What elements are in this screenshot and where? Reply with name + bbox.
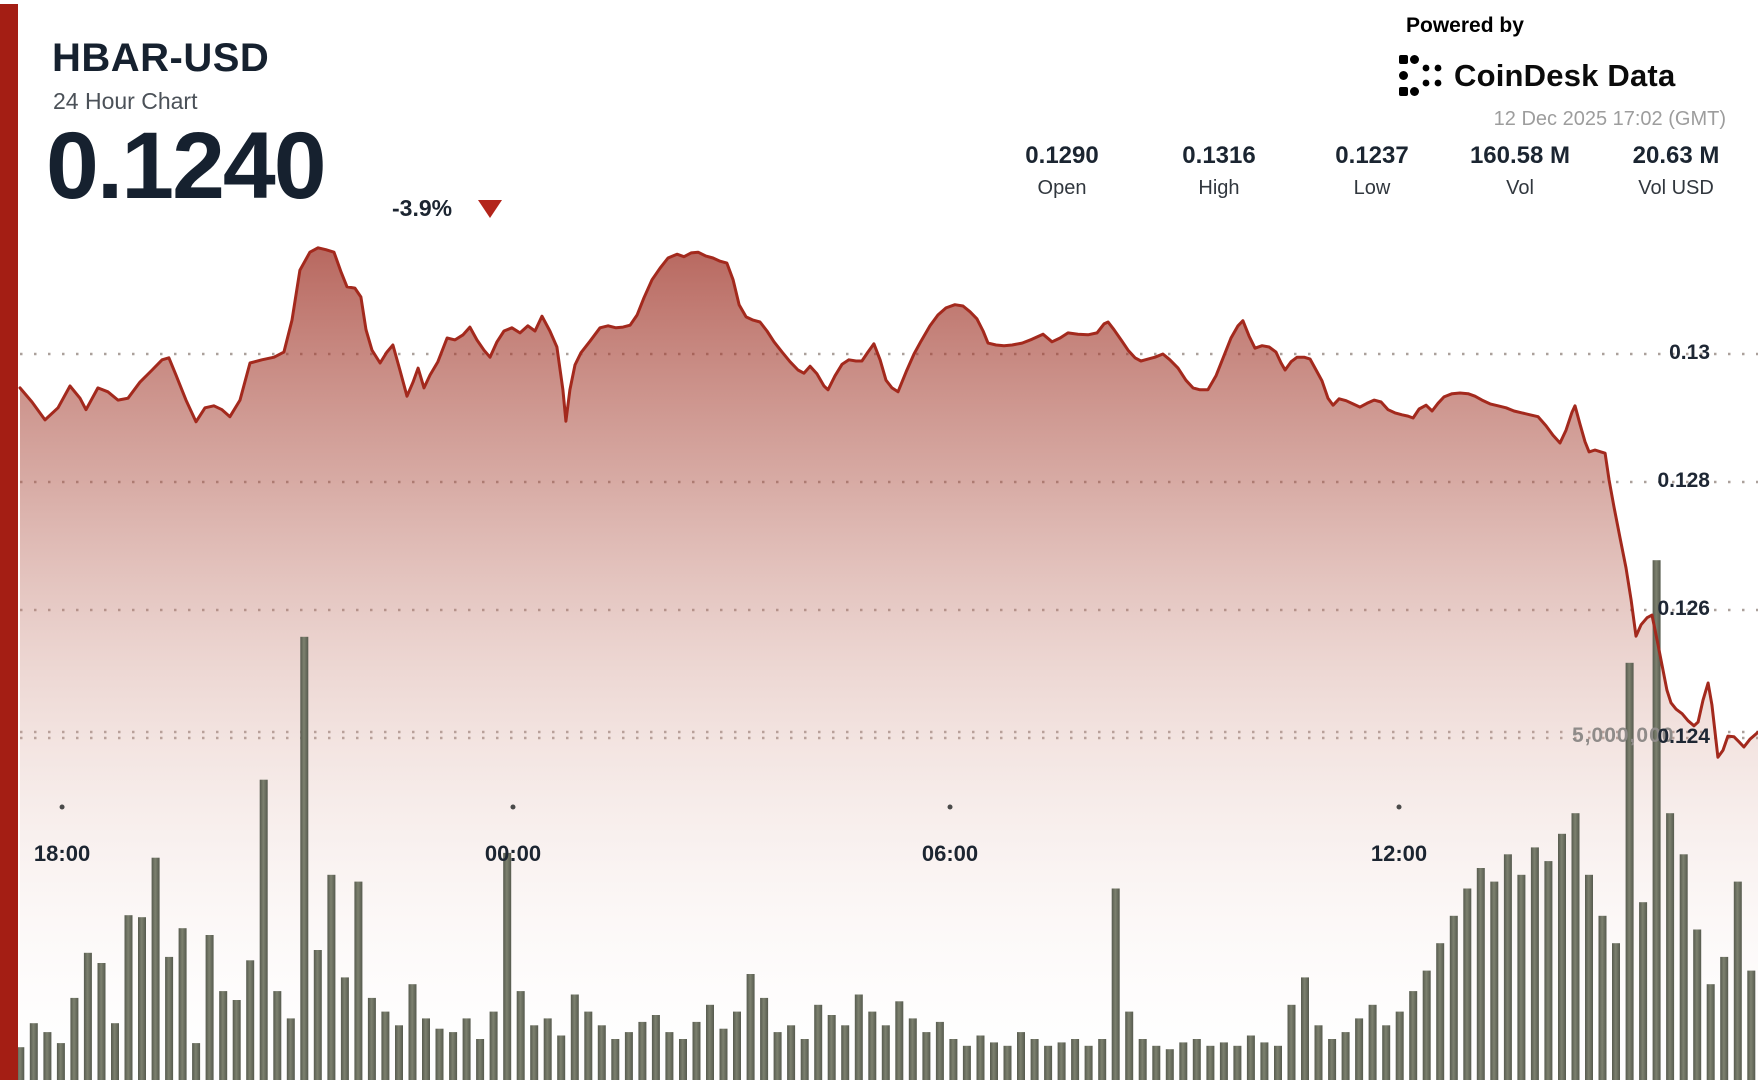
stat-high: 0.1316 High [1134,142,1304,200]
y-axis-label-2: 0.126 [1657,597,1710,620]
y-axis-label-0: 0.13 [1669,341,1710,364]
stat-low-value: 0.1237 [1335,142,1409,169]
stat-high-value: 0.1316 [1182,142,1256,169]
chart-timestamp: 12 Dec 2025 17:02 (GMT) [1493,108,1726,130]
stat-vol-label: Vol [1506,177,1534,199]
stat-open-value: 0.1290 [1025,142,1099,169]
price-area-fill [20,247,1758,1080]
price-change-percent: -3.9% [392,195,453,221]
volume-bars [2,560,1756,1080]
stat-volusd-label: Vol USD [1638,177,1714,199]
left-accent-bar [0,4,18,1080]
last-price: 0.1240 [46,113,327,219]
stat-low: 0.1237 Low [1287,142,1457,200]
y-axis-label-1: 0.128 [1657,469,1710,492]
stat-vol: 160.58 M Vol [1435,142,1605,200]
y-axis-label-3: 0.124 [1657,725,1710,748]
x-axis-label-2: 06:00 [921,841,979,866]
powered-by-label: Powered by [1406,14,1524,37]
coindesk-logo-icon [1399,55,1442,96]
provider-logo[interactable]: CoinDesk Data [1398,54,1675,98]
x-axis-tick-dots [59,804,1402,810]
x-axis-label-1: 00:00 [484,841,542,866]
price-line [18,246,1758,759]
stat-vol-value: 160.58 M [1469,142,1571,169]
stat-volusd-value: 20.63 M [1632,142,1720,169]
stat-high-label: High [1198,177,1240,199]
provider-name: CoinDesk Data [1454,58,1676,93]
x-axis-label-3: 12:00 [1370,841,1428,866]
chart-subtitle: 24 Hour Chart [53,88,198,114]
x-axis-label-0: 18:00 [33,841,91,866]
stat-volusd: 20.63 M Vol USD [1591,142,1758,200]
stat-open: 0.1290 Open [977,142,1147,200]
ticker-symbol: HBAR-USD [52,36,270,80]
stat-low-label: Low [1353,177,1391,199]
stat-open-label: Open [1037,177,1087,199]
volume-axis-label: 5,000,000 [1572,724,1675,747]
change-down-arrow-icon [478,200,502,218]
